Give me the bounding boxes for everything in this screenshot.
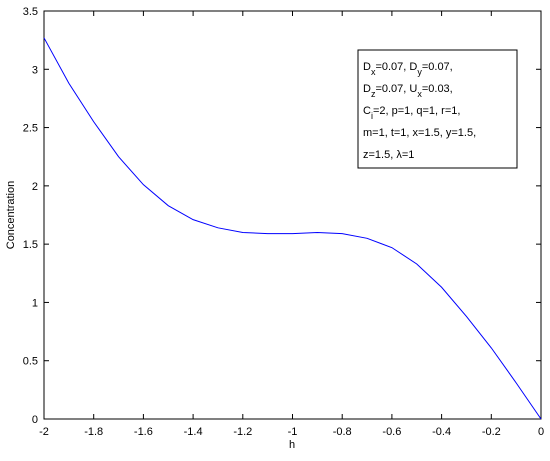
annotation-text: D	[363, 61, 371, 73]
annotation-subscript: x	[417, 89, 422, 99]
x-tick-label: 0	[538, 426, 544, 438]
y-tick-label: 2.5	[23, 123, 38, 135]
annotation-text: =0.07,	[422, 61, 453, 73]
x-tick-label: -1	[288, 426, 298, 438]
x-tick-label: -0.2	[482, 426, 501, 438]
annotation-subscript: z	[371, 89, 376, 99]
annotation-text: z=1.5, λ=1	[363, 149, 414, 161]
y-tick-label: 0.5	[23, 356, 38, 368]
annotation-line: Ci=2, p=1, q=1, r=1,	[363, 105, 460, 121]
x-tick-label: -0.6	[382, 426, 401, 438]
data-line	[43, 37, 542, 420]
annotation-subscript: y	[417, 67, 422, 77]
annotation-text: m=1, t=1, x=1.5, y=1.5,	[363, 127, 476, 139]
annotation-text: D	[363, 83, 371, 95]
x-axis-label: h	[289, 439, 295, 451]
annotation-subscript: x	[371, 67, 376, 77]
annotation-text: C	[363, 105, 371, 117]
y-tick-label: 1	[32, 297, 38, 309]
y-axis-label: Concentration	[5, 181, 17, 250]
annotation-line: Dx=0.07, Dy=0.07,	[363, 61, 453, 77]
annotation-subscript: i	[371, 111, 373, 121]
annotation-text: =2, p=1, q=1, r=1,	[373, 105, 460, 117]
y-tick-label: 2	[32, 181, 38, 193]
y-tick-label: 0	[32, 414, 38, 426]
x-tick-label: -1.8	[84, 426, 103, 438]
x-tick-label: -1.4	[184, 426, 203, 438]
x-tick-label: -1.6	[134, 426, 153, 438]
y-tick-label: 3	[32, 64, 38, 76]
annotation-line: m=1, t=1, x=1.5, y=1.5,	[363, 127, 476, 139]
annotation-line: Dz=0.07, Ux=0.03,	[363, 83, 453, 99]
annotation-line: z=1.5, λ=1	[363, 149, 414, 161]
x-tick-label: -0.8	[333, 426, 352, 438]
annotation-box	[357, 49, 518, 169]
y-tick-label: 3.5	[23, 6, 38, 18]
annotation-text: =0.07, D	[375, 61, 417, 73]
x-tick-label: -2	[39, 426, 49, 438]
annotation-text: =0.07, U	[375, 83, 417, 95]
x-tick-label: -1.2	[233, 426, 252, 438]
y-tick-label: 1.5	[23, 239, 38, 251]
annotation-text: =0.03,	[422, 83, 453, 95]
x-tick-label: -0.4	[432, 426, 451, 438]
